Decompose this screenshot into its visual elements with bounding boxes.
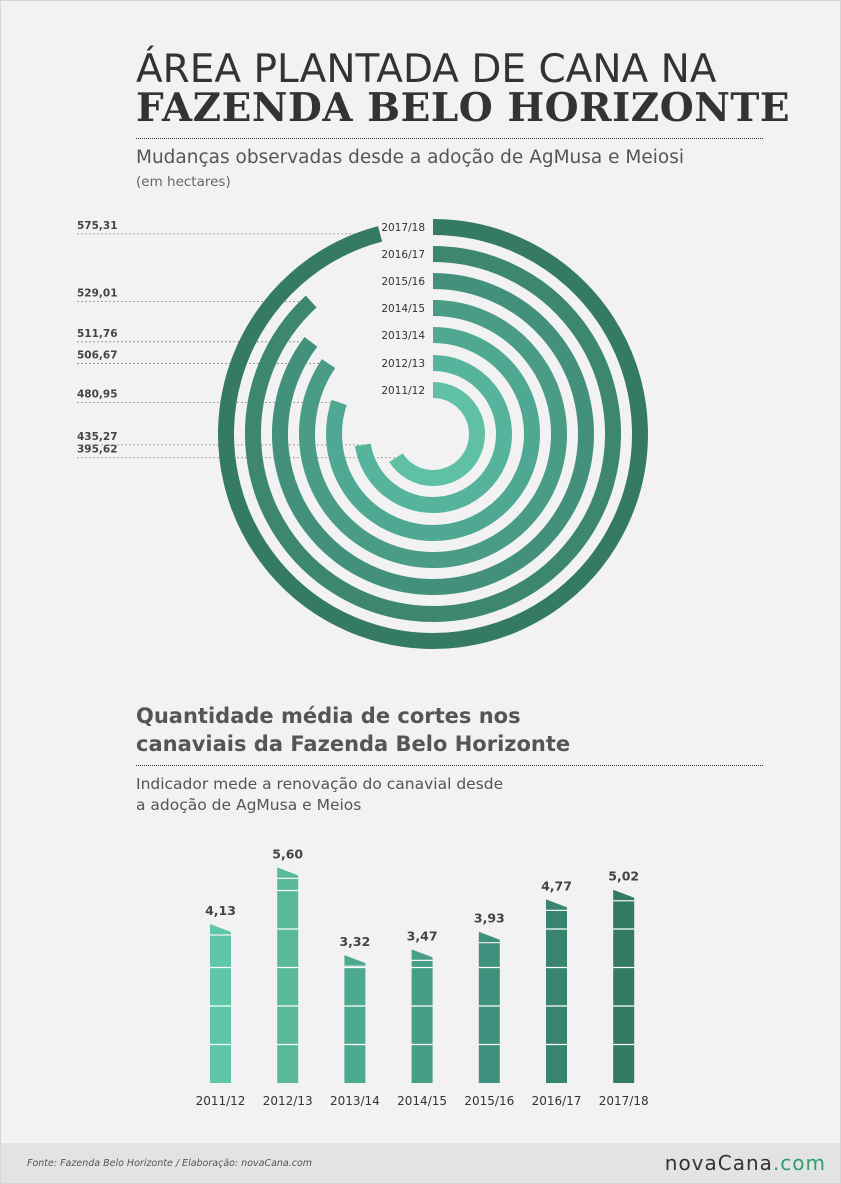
bar-2014-15 bbox=[411, 949, 433, 1083]
brand-suffix: .com bbox=[772, 1151, 826, 1175]
radial-category-label: 2017/18 bbox=[381, 222, 425, 234]
bar-2015-16 bbox=[478, 931, 500, 1083]
bar-category-label: 2011/12 bbox=[196, 1094, 246, 1108]
radial-chart-subtitle: Mudanças observadas desde a adoção de Ag… bbox=[136, 147, 684, 168]
radial-chart-unit: (em hectares) bbox=[136, 174, 231, 190]
bar-body bbox=[210, 923, 231, 1083]
source-credit: Fonte: Fazenda Belo Horizonte / Elaboraç… bbox=[27, 1158, 313, 1169]
radial-bar-2013-14 bbox=[326, 327, 540, 541]
bar-body bbox=[411, 949, 433, 1083]
bar-2011-12 bbox=[210, 923, 231, 1083]
page-title-line1: ÁREA PLANTADA DE CANA NA bbox=[136, 47, 717, 92]
radial-bar-2017-18 bbox=[218, 219, 648, 649]
bar-body bbox=[478, 931, 500, 1083]
bar-divider bbox=[136, 765, 763, 766]
radial-value-label: 480,95 bbox=[77, 388, 118, 400]
bar-chart-desc-line1: Indicador mede a renovação do canavial d… bbox=[136, 775, 504, 793]
bar-2017-18 bbox=[613, 889, 635, 1083]
radial-value-label: 506,67 bbox=[77, 350, 118, 362]
bar-body bbox=[546, 899, 567, 1083]
bar-category-label: 2017/18 bbox=[599, 1094, 649, 1108]
bar-2016-17 bbox=[546, 899, 567, 1083]
bar-2012-13 bbox=[277, 867, 299, 1083]
radial-category-label: 2014/15 bbox=[381, 303, 425, 315]
bar-value-label: 5,60 bbox=[272, 846, 303, 861]
footer-bar bbox=[1, 1143, 840, 1183]
radial-value-label: 395,62 bbox=[77, 444, 118, 456]
radial-category-label: 2013/14 bbox=[381, 330, 425, 342]
radial-category-label: 2015/16 bbox=[381, 276, 425, 288]
bar-value-label: 5,02 bbox=[608, 869, 639, 884]
radial-bar-2011-12 bbox=[389, 382, 485, 486]
bar-value-label: 4,13 bbox=[205, 903, 236, 918]
radial-bar-2016-17 bbox=[245, 246, 621, 622]
bar-body bbox=[613, 889, 635, 1083]
bar-chart-title-line1: Quantidade média de cortes nos bbox=[136, 704, 521, 728]
radial-value-label: 511,76 bbox=[77, 328, 118, 340]
bar-2013-14 bbox=[344, 955, 366, 1083]
bar-category-label: 2012/13 bbox=[263, 1094, 313, 1108]
radial-category-label: 2012/13 bbox=[381, 358, 425, 370]
radial-bar-2015-16 bbox=[272, 273, 594, 595]
bar-body bbox=[277, 867, 299, 1083]
radial-bar-2014-15 bbox=[299, 300, 567, 568]
bar-chart-desc-line2: a adoção de AgMusa e Meios bbox=[136, 796, 362, 814]
radial-bar-2012-13 bbox=[354, 355, 512, 513]
bar-value-label: 3,47 bbox=[407, 928, 438, 943]
bar-value-label: 3,93 bbox=[474, 911, 505, 926]
title-divider bbox=[136, 138, 763, 139]
bar-category-label: 2015/16 bbox=[464, 1094, 514, 1108]
radial-value-label: 529,01 bbox=[77, 287, 118, 299]
bar-chart-title-line2: canaviais da Fazenda Belo Horizonte bbox=[136, 732, 571, 756]
radial-value-label: 435,27 bbox=[77, 431, 118, 443]
radial-category-label: 2016/17 bbox=[381, 249, 425, 261]
radial-category-label: 2011/12 bbox=[381, 385, 425, 397]
bar-category-label: 2014/15 bbox=[397, 1094, 447, 1108]
bar-category-label: 2013/14 bbox=[330, 1094, 380, 1108]
bar-value-label: 4,77 bbox=[541, 878, 572, 893]
radial-value-label: 575,31 bbox=[77, 220, 118, 232]
bar-chart: 4,13 2011/12 5,60 2012/13 3,32 2013/14 3,47 201… bbox=[196, 846, 649, 1108]
bar-category-label: 2016/17 bbox=[532, 1094, 582, 1108]
brand-logo: novaCana.com bbox=[665, 1151, 826, 1175]
bar-body bbox=[344, 955, 366, 1083]
page-title-line2: FAZENDA BELO HORIZONTE bbox=[136, 85, 791, 131]
brand-main: novaCana bbox=[664, 1151, 773, 1175]
bar-value-label: 3,32 bbox=[339, 934, 370, 949]
